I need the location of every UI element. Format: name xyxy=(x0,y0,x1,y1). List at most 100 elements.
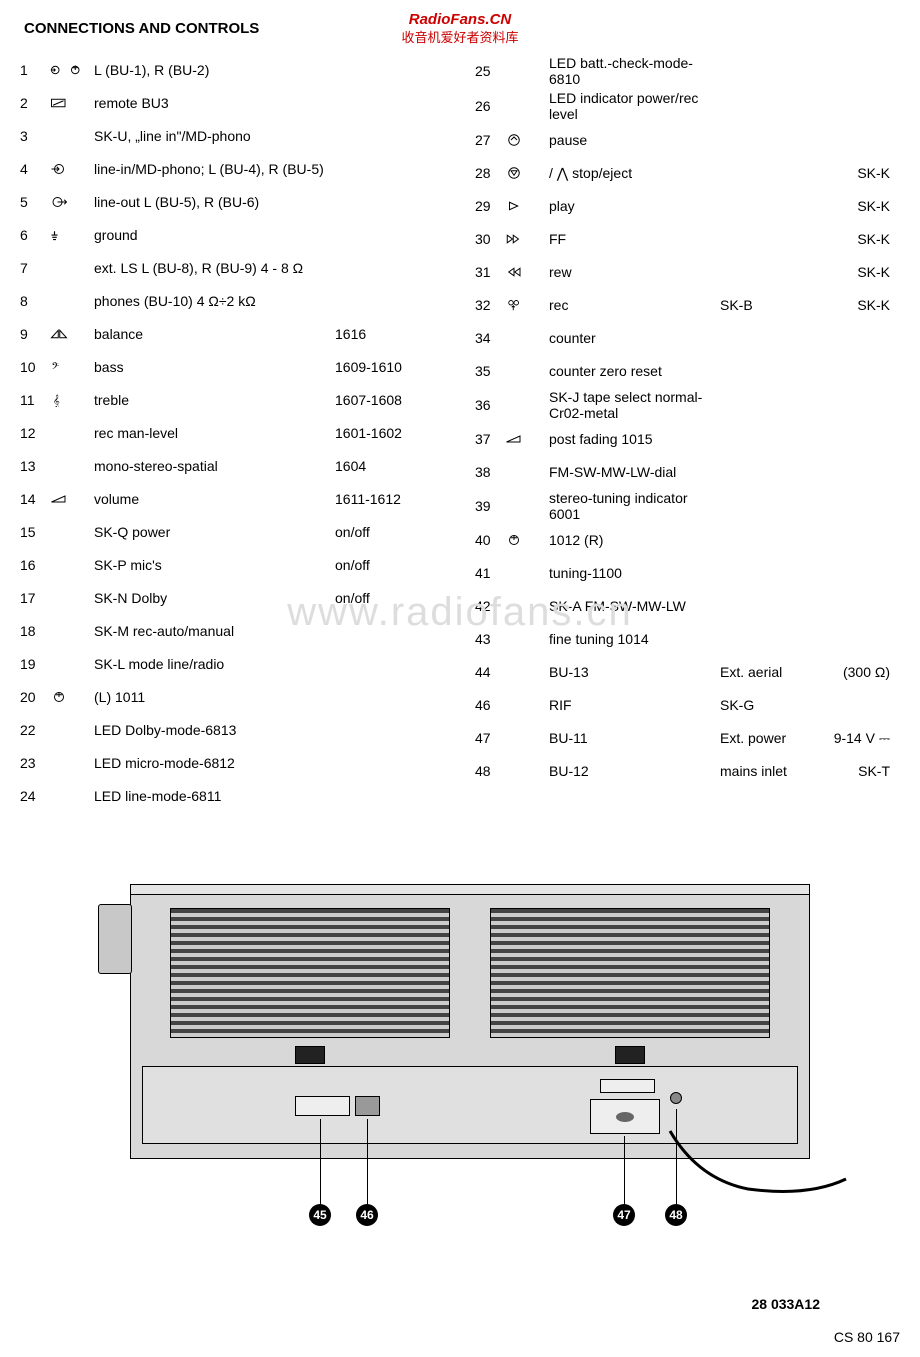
row-col3: SK-K xyxy=(820,297,890,313)
callout-line-48 xyxy=(676,1109,677,1204)
reference-row: 4line-in/MD-phono; L (BU-4), R (BU-5) xyxy=(20,154,435,184)
row-description: LED batt.-check-mode-6810 xyxy=(549,55,720,87)
reference-row: 42SK-A FM-SW-MW-LW xyxy=(475,591,890,621)
row-number: 27 xyxy=(475,132,505,148)
callout-ball-45: 45 xyxy=(309,1204,331,1226)
remote-icon xyxy=(50,96,94,110)
reference-row: 35counter zero reset xyxy=(475,356,890,386)
row-code: 1601-1602 xyxy=(335,425,435,441)
row-description: (L) 1011 xyxy=(94,689,335,705)
pause-icon xyxy=(505,133,549,147)
port-47 xyxy=(590,1099,660,1134)
row-description: balance xyxy=(94,326,335,342)
reference-row: 23LED micro-mode-6812 xyxy=(20,748,435,778)
row-number: 1 xyxy=(20,62,50,78)
reference-row: 34counter xyxy=(475,323,890,353)
row-code: 1611-1612 xyxy=(335,491,435,507)
row-description: remote BU3 xyxy=(94,95,335,111)
latch-left xyxy=(295,1046,325,1064)
reference-row: 41tuning-1100 xyxy=(475,558,890,588)
row-description: LED indicator power/rec level xyxy=(549,90,720,122)
row-col3: SK-T xyxy=(820,763,890,779)
row-description: mono-stereo-spatial xyxy=(94,458,335,474)
reference-row: 29playSK-K xyxy=(475,191,890,221)
row-description: 1012 (R) xyxy=(549,532,720,548)
reference-row: 25LED batt.-check-mode-6810 xyxy=(475,55,890,87)
row-col3: SK-K xyxy=(820,231,890,247)
row-col2: SK-G xyxy=(720,697,820,713)
reference-row: 1L (BU-1), R (BU-2) xyxy=(20,55,435,85)
row-number: 16 xyxy=(20,557,50,573)
row-code: 1607-1608 xyxy=(335,392,435,408)
reference-row: 48BU-12mains inletSK-T xyxy=(475,756,890,786)
row-col2: Ext. power xyxy=(720,730,820,746)
reference-row: 14 volume1611-1612 xyxy=(20,484,435,514)
reference-row: 11𝄞treble1607-1608 xyxy=(20,385,435,415)
callout-line-46 xyxy=(367,1119,368,1204)
row-description: volume xyxy=(94,491,335,507)
header-watermark: RadioFans.CN 收音机爱好者资料库 xyxy=(401,10,518,46)
reference-row: 20(L) 1011 xyxy=(20,682,435,712)
reference-row: 47 BU-11Ext. power9-14 V ⎓ xyxy=(475,723,890,753)
row-description: phones (BU-10) 4 Ω÷2 kΩ xyxy=(94,293,335,309)
reference-row: 38FM-SW-MW-LW-dial xyxy=(475,457,890,487)
row-code: 1604 xyxy=(335,458,435,474)
reference-row: 44BU-13Ext. aerial(300 Ω) xyxy=(475,657,890,687)
svg-text:𝄢: 𝄢 xyxy=(52,362,59,374)
row-description: line-out L (BU-5), R (BU-6) xyxy=(94,194,335,210)
row-number: 12 xyxy=(20,425,50,441)
row-col3: (300 Ω) xyxy=(820,664,890,680)
row-number: 43 xyxy=(475,631,505,647)
port-47-top xyxy=(600,1079,655,1093)
row-description: SK-L mode line/radio xyxy=(94,656,335,672)
row-number: 17 xyxy=(20,590,50,606)
row-description: rec man-level xyxy=(94,425,335,441)
port-46 xyxy=(355,1096,380,1116)
device-side-knob xyxy=(98,904,132,974)
row-description: play xyxy=(549,198,720,214)
row-description: ground xyxy=(94,227,335,243)
row-col3: SK-K xyxy=(820,264,890,280)
treble-icon: 𝄞 xyxy=(50,393,94,407)
ground-icon xyxy=(50,228,94,242)
input-icon xyxy=(50,162,94,176)
row-description: treble xyxy=(94,392,335,408)
reference-row: 36SK-J tape select normal-Cr02-metal xyxy=(475,389,890,421)
row-number: 29 xyxy=(475,198,505,214)
vent-left xyxy=(170,908,450,1038)
bass-icon: 𝄢 xyxy=(50,360,94,374)
row-description: counter zero reset xyxy=(549,363,720,379)
reference-row: 2remote BU3 xyxy=(20,88,435,118)
row-description: LED Dolby-mode-6813 xyxy=(94,722,335,738)
callout-ball-47: 47 xyxy=(613,1204,635,1226)
ant-icon xyxy=(505,533,549,547)
header-line1: RadioFans.CN xyxy=(401,10,518,30)
rew-icon xyxy=(505,265,549,279)
row-number: 47 xyxy=(475,730,505,746)
row-description: BU-11 xyxy=(549,730,720,746)
row-number: 40 xyxy=(475,532,505,548)
row-number: 7 xyxy=(20,260,50,276)
row-number: 14 xyxy=(20,491,50,507)
row-description: line-in/MD-phono; L (BU-4), R (BU-5) xyxy=(94,161,335,177)
row-description: SK-U, „line in"/MD-phono xyxy=(94,128,335,144)
row-col3: 9-14 V ⎓ xyxy=(820,730,890,747)
wedge-icon xyxy=(50,492,94,506)
row-description: BU-12 xyxy=(549,763,720,779)
row-number: 31 xyxy=(475,264,505,280)
reference-row: 26LED indicator power/rec level xyxy=(475,90,890,122)
row-description: FF xyxy=(549,231,720,247)
reference-row: 9balance1616 xyxy=(20,319,435,349)
row-description: tuning-1100 xyxy=(549,565,720,581)
ff-icon xyxy=(505,232,549,246)
reference-row: 30FFSK-K xyxy=(475,224,890,254)
row-code: on/off xyxy=(335,524,435,540)
row-number: 9 xyxy=(20,326,50,342)
row-number: 39 xyxy=(475,498,505,514)
svg-text:𝄞: 𝄞 xyxy=(53,395,60,408)
row-code: on/off xyxy=(335,557,435,573)
reference-row: 39 stereo-tuning indicator 6001 xyxy=(475,490,890,522)
row-description: stereo-tuning indicator 6001 xyxy=(549,490,720,522)
row-description: SK-M rec-auto/manual xyxy=(94,623,335,639)
row-number: 18 xyxy=(20,623,50,639)
